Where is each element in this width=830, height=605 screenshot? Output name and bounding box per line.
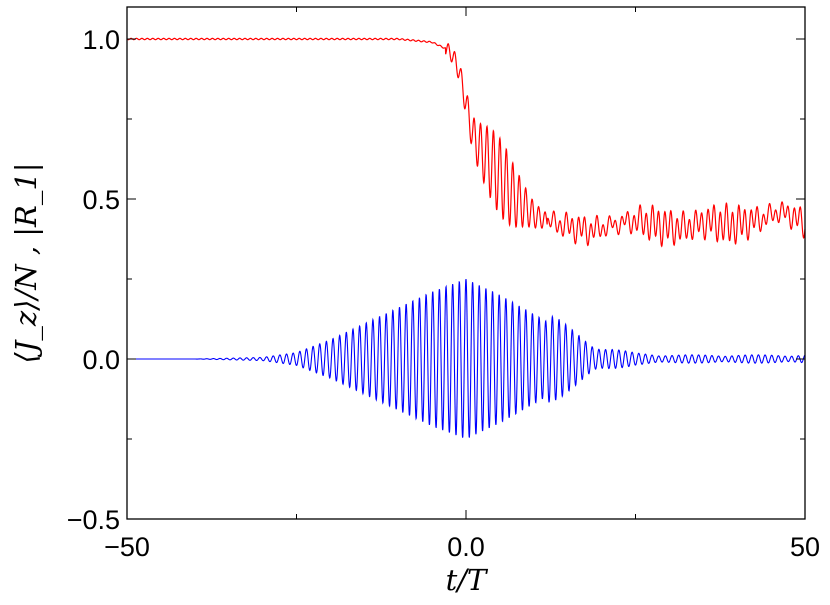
y-tick-label: −0.5 xyxy=(67,505,120,535)
plot-frame xyxy=(126,6,806,520)
y-axis-title: ⟨J_z⟩/N , |R_1| xyxy=(9,162,44,363)
plot-series xyxy=(126,37,806,438)
x-tick-label: −50 xyxy=(104,532,150,562)
series-line-red xyxy=(126,37,806,248)
x-axis-title: t/T xyxy=(446,563,489,597)
axis-ticks xyxy=(126,7,806,520)
x-tick-label: 0.0 xyxy=(447,532,485,562)
y-tick-label: 0.5 xyxy=(82,185,120,215)
y-tick-label: 0.0 xyxy=(82,345,120,375)
axis-tick-labels: −50 0.0 50 −0.5 0.0 0.5 1.0 xyxy=(67,25,820,562)
y-tick-label: 1.0 xyxy=(82,25,120,55)
series-line-blue xyxy=(127,278,806,438)
x-tick-label: 50 xyxy=(790,532,820,562)
